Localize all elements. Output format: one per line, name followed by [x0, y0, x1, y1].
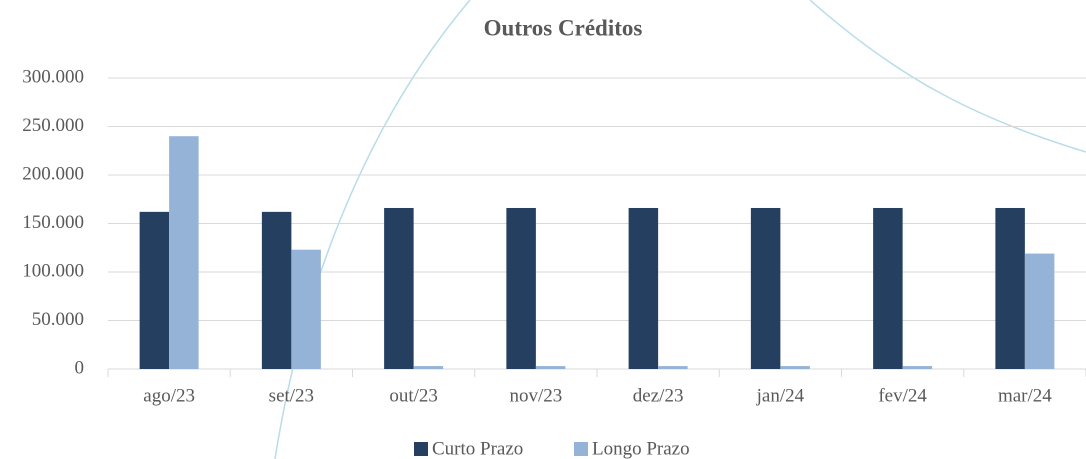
bar: [413, 366, 444, 369]
bar: [873, 207, 903, 369]
y-tick-label: 250.000: [22, 115, 84, 136]
y-tick-label: 0: [75, 357, 85, 378]
x-tick-label: dez/23: [633, 385, 684, 406]
decoration: [809, 0, 1086, 153]
x-tick-label: nov/23: [509, 385, 562, 406]
bar: [535, 366, 566, 369]
legend-label: Curto Prazo: [432, 438, 523, 459]
chart-title: Outros Créditos: [484, 15, 643, 40]
bar: [506, 207, 536, 369]
bar: [902, 366, 933, 369]
bar: [261, 211, 292, 369]
x-tick-label: set/23: [269, 385, 314, 406]
legend-swatch: [574, 442, 588, 456]
legend-label: Longo Prazo: [592, 438, 690, 459]
bar: [1024, 253, 1055, 369]
x-tick-label: mar/24: [998, 385, 1052, 406]
bar: [291, 249, 321, 369]
bar: [780, 366, 810, 369]
y-tick-label: 300.000: [22, 66, 84, 87]
y-tick-label: 50.000: [32, 309, 84, 330]
decoration: [274, 0, 471, 459]
bar: [658, 366, 688, 369]
x-tick-label: ago/23: [143, 385, 195, 406]
bar: [169, 136, 199, 369]
legend-swatch: [414, 442, 428, 456]
x-tick-label: fev/24: [878, 385, 927, 406]
y-tick-label: 100.000: [22, 260, 84, 281]
bar: [750, 207, 781, 369]
y-tick-label: 150.000: [22, 212, 84, 233]
bar: [995, 207, 1025, 369]
x-tick-label: out/23: [389, 385, 438, 406]
bar: [384, 207, 414, 369]
y-tick-label: 200.000: [22, 163, 84, 184]
x-tick-label: jan/24: [756, 385, 805, 406]
bar: [139, 211, 170, 369]
bar: [628, 207, 659, 369]
